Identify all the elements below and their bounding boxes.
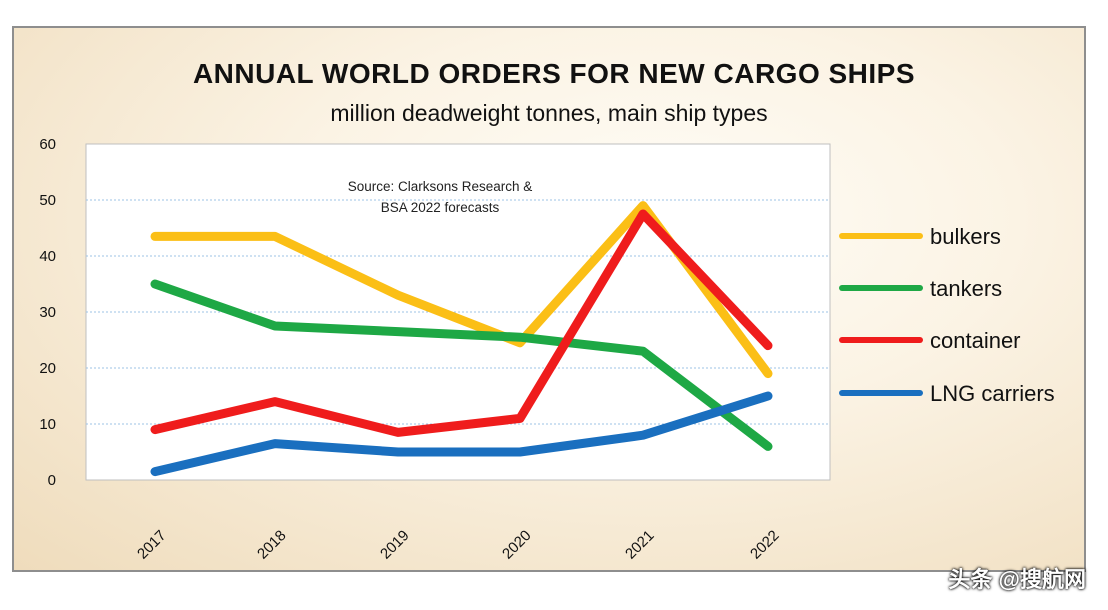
x-tick-label: 2020	[499, 527, 535, 563]
source-note-line-1: Source: Clarksons Research &	[348, 179, 533, 194]
x-tick-label: 2019	[377, 527, 413, 563]
y-axis-ticks: 0 10 20 30 40 50 60	[39, 136, 56, 489]
series-lines	[150, 201, 773, 477]
x-tick-label: 2018	[254, 527, 290, 563]
gridlines	[86, 199, 830, 425]
legend: bulkers tankers container LNG carriers	[839, 224, 1055, 406]
x-axis-ticks: 2017 2018 2019 2020 2021 2022	[134, 527, 783, 563]
series-line-container	[150, 209, 773, 437]
y-tick-label: 10	[39, 416, 56, 433]
y-tick-label: 20	[39, 360, 56, 377]
x-tick-label: 2022	[747, 527, 783, 563]
legend-label: LNG carriers	[930, 381, 1055, 406]
y-tick-label: 40	[39, 248, 56, 265]
y-tick-label: 30	[39, 304, 56, 321]
source-note-line-2: BSA 2022 forecasts	[381, 200, 500, 215]
x-tick-label: 2017	[134, 527, 170, 563]
y-tick-label: 0	[48, 472, 56, 489]
y-tick-label: 50	[39, 192, 56, 209]
y-tick-label: 60	[39, 136, 56, 153]
watermark: 头条 @搜航网	[948, 567, 1086, 592]
x-tick-label: 2021	[622, 527, 658, 563]
series-line-tankers	[150, 279, 773, 451]
legend-label: tankers	[930, 276, 1002, 301]
series-line-lng-carriers	[150, 391, 773, 477]
legend-label: container	[930, 328, 1021, 353]
chart-title: ANNUAL WORLD ORDERS FOR NEW CARGO SHIPS	[192, 58, 916, 89]
legend-label: bulkers	[930, 224, 1001, 249]
chart-subtitle: million deadweight tonnes, main ship typ…	[330, 100, 768, 126]
